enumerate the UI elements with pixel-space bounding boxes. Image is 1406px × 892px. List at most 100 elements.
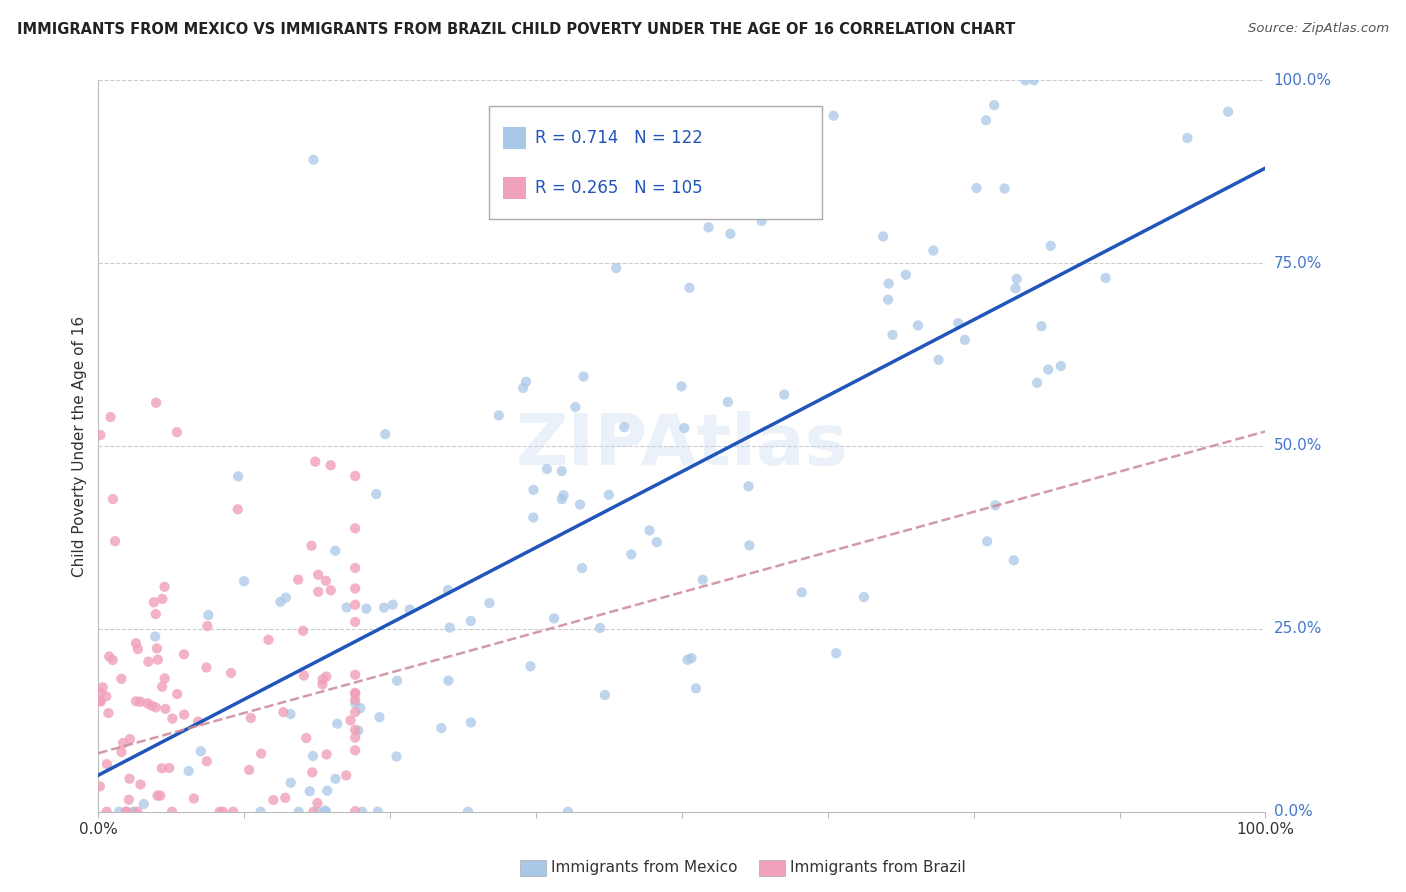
Point	[146, 789, 169, 803]
Point	[187, 714, 209, 729]
Point	[550, 464, 572, 478]
Point	[226, 469, 249, 483]
Point	[118, 793, 141, 807]
Point	[907, 318, 929, 333]
Point	[127, 805, 149, 819]
Point	[150, 591, 173, 606]
Text: R = 0.714   N = 122: R = 0.714 N = 122	[536, 128, 703, 147]
Point	[307, 796, 329, 810]
Point	[344, 743, 367, 757]
Point	[302, 805, 325, 819]
Point	[946, 316, 969, 330]
Point	[315, 747, 337, 762]
Point	[292, 668, 315, 682]
Point	[160, 805, 183, 819]
Point	[90, 694, 112, 708]
Point	[339, 714, 361, 728]
Point	[385, 673, 408, 688]
Point	[96, 690, 118, 704]
Point	[155, 702, 177, 716]
Point	[302, 153, 325, 167]
Point	[671, 379, 693, 393]
Point	[645, 535, 668, 549]
Point	[569, 498, 592, 512]
Point	[1039, 239, 1062, 253]
Text: 0.0%: 0.0%	[1274, 805, 1312, 819]
Point	[195, 754, 218, 768]
Point	[141, 698, 163, 713]
Point	[190, 744, 212, 758]
Point	[437, 673, 460, 688]
Point	[146, 652, 169, 666]
Point	[685, 681, 707, 696]
Point	[166, 687, 188, 701]
Point	[1014, 73, 1036, 87]
Point	[125, 694, 148, 708]
Point	[974, 113, 997, 128]
Point	[488, 409, 510, 423]
Point	[953, 333, 976, 347]
Point	[197, 608, 219, 623]
Point	[142, 595, 165, 609]
Point	[307, 567, 329, 582]
Point	[697, 220, 720, 235]
Point	[298, 784, 321, 798]
Point	[315, 574, 337, 588]
Point	[613, 420, 636, 434]
Point	[984, 498, 1007, 512]
Point	[1094, 271, 1116, 285]
Point	[1002, 553, 1025, 567]
Point	[344, 582, 367, 596]
Point	[274, 591, 297, 605]
Point	[238, 763, 260, 777]
Text: Immigrants from Brazil: Immigrants from Brazil	[790, 861, 966, 875]
Point	[153, 580, 176, 594]
Point	[115, 805, 138, 819]
Point	[146, 641, 169, 656]
Point	[344, 469, 367, 483]
Point	[894, 268, 917, 282]
Text: ZIPAtlas: ZIPAtlas	[516, 411, 848, 481]
Point	[143, 630, 166, 644]
Point	[367, 805, 389, 819]
Point	[571, 561, 593, 575]
Point	[344, 561, 367, 575]
Point	[91, 681, 114, 695]
Point	[145, 700, 167, 714]
Point	[460, 614, 482, 628]
Point	[115, 805, 138, 819]
Y-axis label: Child Poverty Under the Age of 16: Child Poverty Under the Age of 16	[72, 316, 87, 576]
Point	[877, 277, 900, 291]
Point	[344, 731, 367, 745]
Point	[620, 548, 643, 562]
Point	[522, 510, 544, 524]
Point	[614, 120, 637, 135]
Point	[336, 600, 359, 615]
Point	[97, 706, 120, 720]
Point	[118, 732, 141, 747]
Point	[352, 805, 374, 819]
Point	[89, 780, 111, 794]
Point	[302, 748, 325, 763]
Point	[344, 615, 367, 629]
Point	[773, 387, 796, 401]
Point	[287, 573, 309, 587]
Point	[673, 421, 696, 435]
Point	[129, 777, 152, 791]
Point	[738, 538, 761, 552]
Point	[307, 805, 329, 819]
Point	[344, 705, 367, 719]
Point	[122, 805, 145, 819]
Point	[326, 716, 349, 731]
Point	[605, 261, 627, 276]
Text: 50.0%: 50.0%	[1274, 439, 1322, 453]
Point	[598, 488, 620, 502]
Point	[208, 805, 231, 819]
Point	[301, 539, 323, 553]
Point	[112, 736, 135, 750]
Point	[173, 707, 195, 722]
Point	[150, 761, 173, 775]
Point	[344, 598, 367, 612]
Point	[344, 686, 367, 700]
Point	[323, 543, 346, 558]
